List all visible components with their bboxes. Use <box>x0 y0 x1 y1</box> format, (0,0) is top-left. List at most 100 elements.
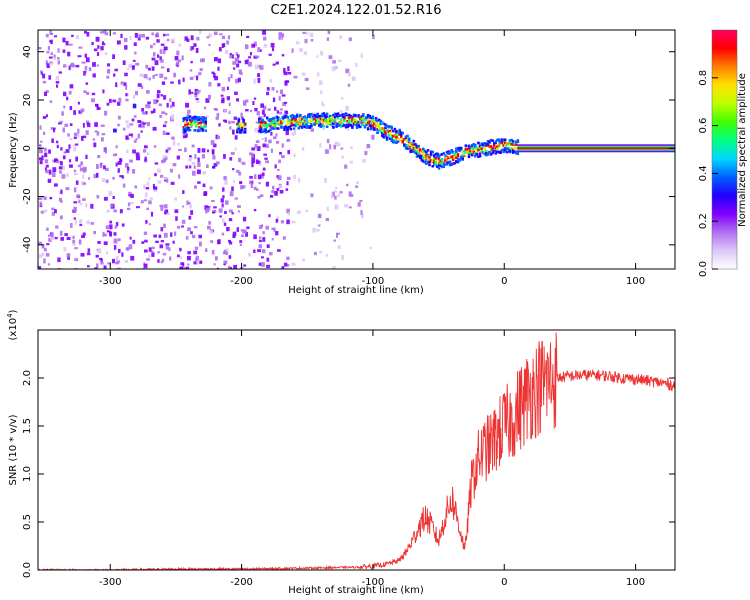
noise-cell <box>232 129 235 135</box>
noise-cell <box>325 149 329 154</box>
ridge-cell <box>422 160 425 163</box>
ridge-cell <box>204 117 207 120</box>
noise-cell <box>116 267 121 269</box>
noise-cell <box>146 152 150 156</box>
ridge-cell <box>272 120 275 123</box>
noise-cell <box>112 153 116 157</box>
ridge-cell <box>325 115 329 118</box>
ridge-cell <box>330 116 334 120</box>
ridge-cell <box>321 112 324 116</box>
ridge-cell <box>483 152 486 156</box>
ridge-cell <box>497 138 501 141</box>
noise-cell <box>220 94 224 97</box>
ridge-cell <box>366 121 370 124</box>
ridge-cell <box>368 120 371 123</box>
noise-cell <box>59 161 63 166</box>
noise-cell <box>45 253 50 257</box>
ridge-cell <box>379 130 382 133</box>
ridge-cell <box>266 125 269 129</box>
noise-cell <box>180 262 185 266</box>
noise-cell <box>114 153 118 156</box>
noise-cell <box>117 115 121 120</box>
noise-cell <box>131 65 135 70</box>
ridge-cell <box>417 145 420 148</box>
noise-cell <box>194 154 197 159</box>
noise-cell <box>39 149 43 154</box>
ridge-cell <box>434 157 438 160</box>
noise-cell <box>110 204 114 208</box>
noise-cell <box>334 141 339 147</box>
noise-cell <box>181 55 184 61</box>
noise-cell <box>64 233 68 237</box>
noise-cell <box>115 222 119 227</box>
ridge-cell <box>502 148 505 151</box>
ridge-cell <box>292 123 296 127</box>
noise-cell <box>67 51 71 57</box>
noise-cell <box>141 267 144 269</box>
ridge-cell <box>511 140 515 143</box>
noise-cell <box>70 62 75 68</box>
noise-cell <box>246 226 250 229</box>
noise-cell <box>217 83 221 87</box>
noise-cell <box>194 246 199 250</box>
noise-cell <box>166 212 170 215</box>
ridge-cell <box>494 140 497 143</box>
ridge-cell <box>188 120 192 123</box>
noise-cell <box>150 211 154 217</box>
noise-cell <box>69 138 73 141</box>
noise-cell <box>348 191 352 197</box>
noise-cell <box>184 36 188 41</box>
noise-cell <box>124 72 128 77</box>
noise-cell <box>169 256 172 261</box>
snr-series-line <box>38 332 675 570</box>
noise-cell <box>78 46 83 49</box>
ridge-cell <box>425 154 428 157</box>
y-tick-label: 20 <box>22 94 33 107</box>
noise-cell <box>233 180 236 183</box>
ridge-cell <box>515 140 518 143</box>
ridge-cell <box>411 143 414 146</box>
noise-cell <box>175 216 178 221</box>
ridge-cell <box>455 160 458 163</box>
noise-cell <box>130 255 135 261</box>
noise-cell <box>82 198 86 201</box>
ridge-cell <box>340 118 343 121</box>
noise-cell <box>212 166 216 169</box>
ridge-cell <box>266 116 269 120</box>
noise-cell <box>271 47 275 52</box>
noise-cell <box>103 196 108 201</box>
noise-cell <box>133 42 137 46</box>
noise-cell <box>255 140 260 143</box>
noise-cell <box>73 146 77 152</box>
ridge-cell <box>428 163 431 167</box>
ridge-cell <box>455 150 458 153</box>
noise-cell <box>312 227 316 233</box>
ridge-cell <box>502 145 505 149</box>
x-tick-label: -300 <box>99 577 122 588</box>
ridge-cell <box>275 119 278 122</box>
ridge-cell <box>463 150 466 153</box>
noise-cell <box>283 262 288 267</box>
ridge-cell <box>283 116 286 119</box>
noise-cell <box>245 232 248 237</box>
noise-cell <box>262 143 267 148</box>
ridge-cell <box>281 119 285 122</box>
ridge-cell <box>411 146 414 150</box>
noise-cell <box>182 266 186 269</box>
ridge-cell <box>441 165 444 169</box>
noise-cell <box>195 48 199 53</box>
ridge-cell <box>259 128 263 132</box>
ridge-cell <box>417 152 420 155</box>
ridge-cell <box>507 150 510 153</box>
noise-cell <box>317 72 320 77</box>
noise-cell <box>160 94 163 97</box>
noise-cell <box>334 65 338 69</box>
noise-cell <box>202 171 206 175</box>
noise-cell <box>51 237 54 240</box>
ridge-cell <box>190 120 193 124</box>
noise-cell <box>43 258 46 264</box>
noise-cell <box>154 74 158 76</box>
ridge-cell <box>239 130 242 133</box>
ridge-cell <box>392 139 395 142</box>
noise-cell <box>223 109 227 112</box>
